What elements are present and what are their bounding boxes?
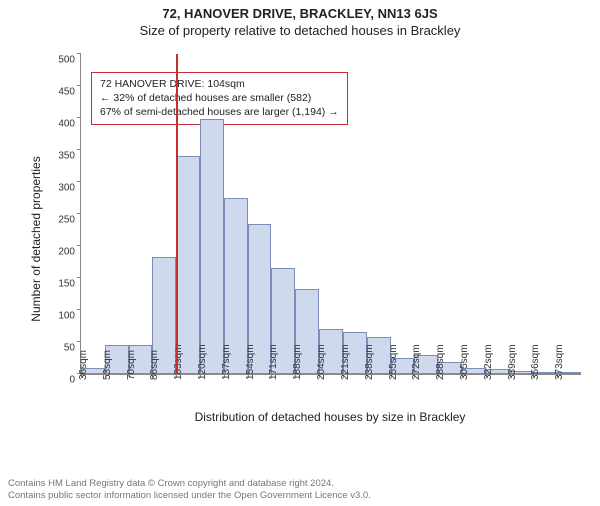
page-subtitle: Size of property relative to detached ho… (0, 23, 600, 38)
y-tick-label: 500 (58, 55, 81, 66)
y-tick-label: 350 (58, 151, 81, 162)
x-axis-label: Distribution of detached houses by size … (80, 410, 580, 424)
y-tick-mark (77, 309, 81, 310)
y-tick-label: 450 (58, 87, 81, 98)
x-tick-label: 322sqm (483, 344, 494, 380)
x-tick-label: 70sqm (126, 350, 137, 380)
footer-line-2: Contains public sector information licen… (8, 490, 371, 502)
x-tick-label: 120sqm (197, 344, 208, 380)
y-tick-mark (77, 245, 81, 246)
x-tick-label: 188sqm (292, 344, 303, 380)
x-tick-label: 204sqm (316, 344, 327, 380)
x-tick-label: 86sqm (149, 350, 160, 380)
y-tick-label: 150 (58, 279, 81, 290)
footer-attribution: Contains HM Land Registry data © Crown c… (8, 478, 371, 502)
histogram-bar (200, 119, 224, 374)
x-tick-label: 103sqm (173, 344, 184, 380)
annotation-line: 72 HANOVER DRIVE: 104sqm (100, 77, 339, 91)
y-tick-label: 300 (58, 183, 81, 194)
y-tick-mark (77, 181, 81, 182)
y-tick-label: 100 (58, 311, 81, 322)
annotation-line: 67% of semi-detached houses are larger (… (100, 105, 339, 119)
y-tick-mark (77, 277, 81, 278)
y-tick-mark (77, 85, 81, 86)
y-axis-label: Number of detached properties (29, 156, 43, 321)
x-tick-label: 36sqm (78, 350, 89, 380)
x-tick-label: 221sqm (340, 344, 351, 380)
y-tick-mark (77, 213, 81, 214)
histogram-chart: Number of detached properties 72 HANOVER… (50, 54, 580, 424)
y-tick-mark (77, 149, 81, 150)
x-tick-label: 339sqm (507, 344, 518, 380)
y-tick-mark (77, 53, 81, 54)
x-tick-label: 154sqm (245, 344, 256, 380)
x-tick-label: 272sqm (411, 344, 422, 380)
y-tick-mark (77, 341, 81, 342)
x-tick-label: 171sqm (268, 344, 279, 380)
footer-line-1: Contains HM Land Registry data © Crown c… (8, 478, 371, 490)
y-tick-label: 200 (58, 247, 81, 258)
annotation-box: 72 HANOVER DRIVE: 104sqm← 32% of detache… (91, 72, 348, 125)
x-tick-label: 53sqm (102, 350, 113, 380)
page-title: 72, HANOVER DRIVE, BRACKLEY, NN13 6JS (0, 6, 600, 21)
x-tick-label: 305sqm (459, 344, 470, 380)
y-tick-label: 250 (58, 215, 81, 226)
y-tick-mark (77, 117, 81, 118)
plot-area: 72 HANOVER DRIVE: 104sqm← 32% of detache… (80, 54, 581, 375)
y-tick-label: 400 (58, 119, 81, 130)
x-tick-label: 373sqm (554, 344, 565, 380)
x-tick-label: 255sqm (388, 344, 399, 380)
x-tick-label: 288sqm (435, 344, 446, 380)
histogram-bar (176, 156, 200, 374)
x-tick-label: 356sqm (530, 344, 541, 380)
x-tick-label: 238sqm (364, 344, 375, 380)
property-marker-line (176, 54, 178, 374)
x-tick-label: 137sqm (221, 344, 232, 380)
annotation-line: ← 32% of detached houses are smaller (58… (100, 91, 339, 105)
